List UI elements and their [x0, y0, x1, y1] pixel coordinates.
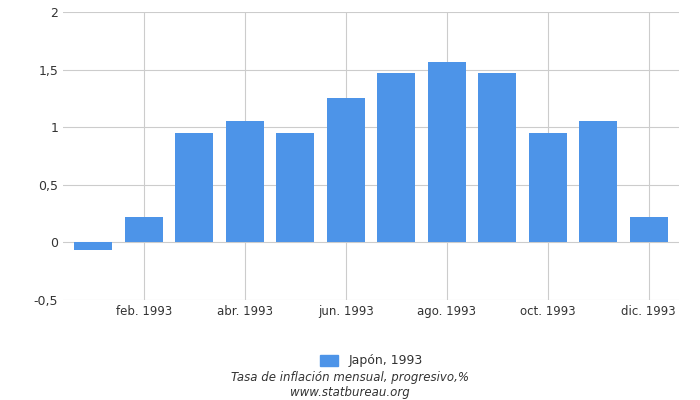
Bar	[428, 62, 466, 242]
Bar	[125, 217, 162, 242]
Bar	[377, 73, 415, 242]
Bar	[226, 122, 264, 242]
Bar	[276, 133, 314, 242]
Bar	[630, 217, 668, 242]
Text: www.statbureau.org: www.statbureau.org	[290, 386, 410, 399]
Bar	[74, 242, 112, 250]
Bar	[175, 133, 214, 242]
Bar	[580, 122, 617, 242]
Legend: Japón, 1993: Japón, 1993	[314, 350, 428, 372]
Text: Tasa de inflación mensual, progresivo,%: Tasa de inflación mensual, progresivo,%	[231, 372, 469, 384]
Bar	[478, 73, 516, 242]
Bar	[528, 133, 567, 242]
Bar	[327, 98, 365, 242]
